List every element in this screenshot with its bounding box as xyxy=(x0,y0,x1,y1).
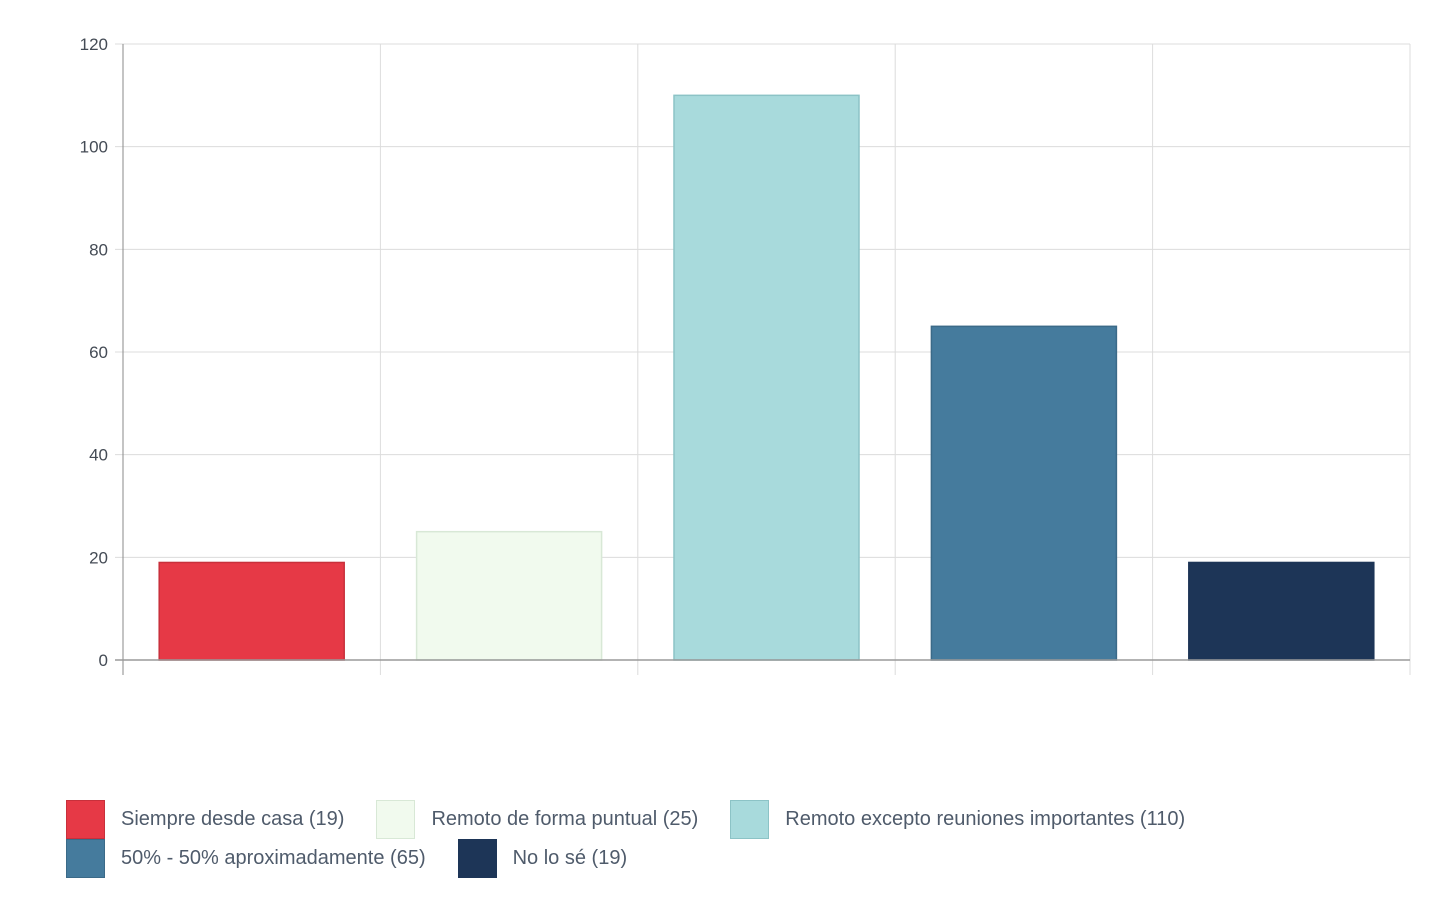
y-tick-label: 0 xyxy=(99,651,108,670)
chart-legend: Siempre desde casa (19) Remoto de forma … xyxy=(66,800,1426,878)
bar-1[interactable] xyxy=(415,530,603,661)
y-tick-label: 40 xyxy=(89,446,108,465)
y-tick-label: 20 xyxy=(89,548,108,567)
legend-label: 50% - 50% aproximadamente (65) xyxy=(121,847,426,869)
legend-item-50-50[interactable]: 50% - 50% aproximadamente (65) xyxy=(66,839,426,878)
legend-label: Remoto excepto reuniones importantes (11… xyxy=(785,808,1186,830)
y-tick-label: 60 xyxy=(89,343,108,362)
legend-item-no-lo-se[interactable]: No lo sé (19) xyxy=(457,839,628,878)
legend-swatch xyxy=(730,800,770,839)
y-tick-label: 80 xyxy=(89,240,108,259)
bar-chart: 0 20 40 60 80 100 120 xyxy=(80,35,1411,675)
legend-label: No lo sé (19) xyxy=(512,847,628,869)
legend-swatch xyxy=(376,800,416,839)
bar-2[interactable] xyxy=(673,94,860,661)
legend-swatch xyxy=(66,839,105,878)
legend-item-remoto-puntual[interactable]: Remoto de forma puntual (25) xyxy=(376,800,698,839)
legend-row-2: 50% - 50% aproximadamente (65) No lo sé … xyxy=(66,839,1426,878)
y-tick-label: 100 xyxy=(80,138,108,157)
legend-label: Remoto de forma puntual (25) xyxy=(431,808,699,830)
bar-4[interactable] xyxy=(1188,561,1375,661)
y-tick-label: 120 xyxy=(80,35,108,54)
legend-row-1: Siempre desde casa (19) Remoto de forma … xyxy=(66,800,1426,839)
legend-swatch xyxy=(66,800,105,839)
bar-3[interactable] xyxy=(930,325,1118,661)
legend-swatch xyxy=(457,839,497,878)
legend-item-siempre-desde-casa[interactable]: Siempre desde casa (19) xyxy=(66,800,344,839)
bar-0[interactable] xyxy=(158,561,345,661)
legend-label: Siempre desde casa (19) xyxy=(121,808,345,830)
legend-item-remoto-excepto-reuniones[interactable]: Remoto excepto reuniones importantes (11… xyxy=(730,800,1185,839)
